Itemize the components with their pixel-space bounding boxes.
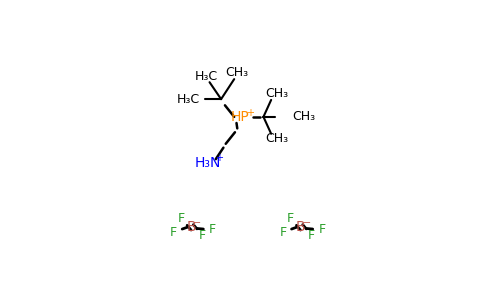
- Text: +: +: [246, 108, 255, 118]
- Text: H₃N: H₃N: [195, 156, 221, 170]
- Text: F: F: [318, 223, 325, 236]
- Text: F: F: [170, 226, 177, 239]
- Text: F: F: [279, 226, 287, 239]
- Text: F: F: [209, 223, 216, 236]
- Text: CH₃: CH₃: [293, 110, 316, 123]
- Text: F: F: [199, 229, 206, 242]
- Text: H₃C: H₃C: [195, 70, 218, 83]
- Text: +: +: [215, 153, 223, 164]
- Text: B: B: [186, 220, 196, 234]
- Text: B: B: [296, 220, 305, 234]
- Text: −: −: [302, 218, 311, 228]
- Text: H₃C: H₃C: [177, 93, 200, 106]
- Text: F: F: [287, 212, 294, 225]
- Text: CH₃: CH₃: [226, 67, 249, 80]
- Text: −: −: [193, 218, 201, 228]
- Text: CH₃: CH₃: [266, 87, 289, 100]
- Text: F: F: [308, 229, 315, 242]
- Text: HP: HP: [231, 110, 250, 124]
- Text: CH₃: CH₃: [266, 132, 289, 145]
- Text: F: F: [178, 212, 185, 225]
